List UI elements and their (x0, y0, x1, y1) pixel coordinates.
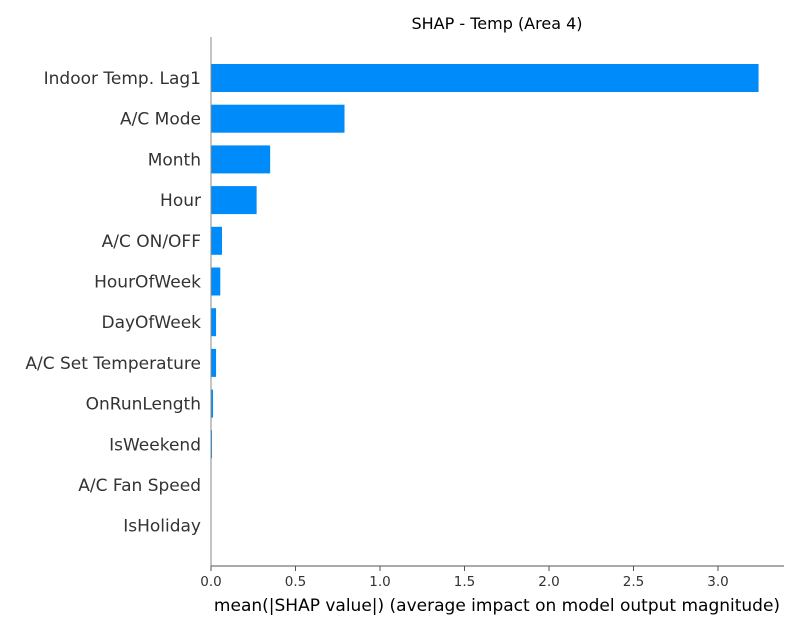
category-label: HourOfWeek (94, 273, 201, 293)
category-label: OnRunLength (86, 395, 201, 415)
bar (211, 104, 345, 133)
category-label: DayOfWeek (101, 313, 201, 333)
x-tick-label: 0.0 (200, 574, 221, 590)
category-label: A/C Fan Speed (78, 476, 201, 496)
bar (211, 64, 759, 92)
category-label: A/C Set Temperature (25, 354, 201, 374)
x-tick-label: 2.0 (538, 574, 559, 590)
x-tick-label: 0.5 (285, 574, 306, 590)
category-label: Month (148, 150, 201, 170)
x-tick-label: 2.5 (623, 574, 644, 590)
category-label: IsWeekend (109, 435, 201, 455)
category-label: Indoor Temp. Lag1 (44, 69, 201, 89)
category-label: A/C Mode (120, 110, 201, 130)
bar (211, 145, 271, 174)
bar (211, 267, 221, 296)
bar (211, 348, 217, 377)
bar (211, 186, 257, 215)
x-axis-label: mean(|SHAP value|) (average impact on mo… (214, 596, 780, 616)
category-label: IsHoliday (123, 517, 201, 537)
x-ticks: 0.0 0.5 1.0 1.5 2.0 2.5 3.0 (200, 566, 729, 590)
chart-title: SHAP - Temp (Area 4) (411, 14, 582, 33)
bar (211, 389, 214, 418)
x-tick-label: 3.0 (707, 574, 728, 590)
category-label: Hour (160, 191, 201, 211)
bar (211, 226, 222, 255)
x-tick-label: 1.5 (454, 574, 475, 590)
category-labels: Indoor Temp. Lag1 A/C Mode Month Hour A/C ON… (25, 69, 201, 537)
bar (211, 308, 217, 337)
bars-group (211, 64, 759, 459)
category-label: A/C ON/OFF (102, 232, 201, 252)
bar (211, 430, 213, 459)
x-tick-label: 1.0 (369, 574, 390, 590)
